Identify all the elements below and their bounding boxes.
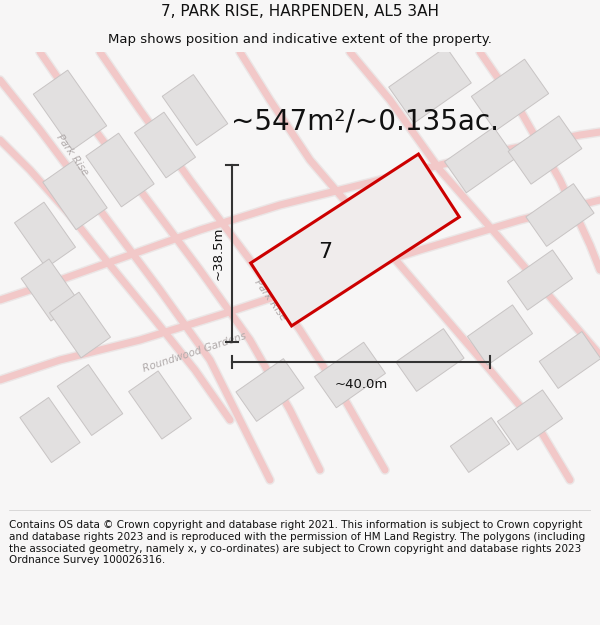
Polygon shape (134, 112, 196, 178)
Polygon shape (526, 184, 594, 246)
Text: Contains OS data © Crown copyright and database right 2021. This information is : Contains OS data © Crown copyright and d… (9, 521, 585, 565)
Text: Roundwood Gardens: Roundwood Gardens (142, 331, 248, 374)
Polygon shape (508, 250, 572, 310)
Polygon shape (472, 59, 548, 131)
Text: 7: 7 (318, 242, 332, 262)
Polygon shape (251, 154, 459, 326)
Text: ~547m²/~0.135ac.: ~547m²/~0.135ac. (231, 108, 499, 136)
Polygon shape (20, 398, 80, 462)
Polygon shape (445, 127, 515, 192)
Polygon shape (49, 292, 110, 358)
Text: Map shows position and indicative extent of the property.: Map shows position and indicative extent… (108, 32, 492, 46)
Text: Park Rise: Park Rise (54, 132, 90, 178)
Polygon shape (467, 305, 533, 365)
Polygon shape (21, 259, 79, 321)
Polygon shape (314, 342, 385, 408)
Polygon shape (14, 202, 76, 268)
Text: 7, PARK RISE, HARPENDEN, AL5 3AH: 7, PARK RISE, HARPENDEN, AL5 3AH (161, 4, 439, 19)
Text: ~38.5m: ~38.5m (212, 227, 224, 280)
Polygon shape (33, 70, 107, 150)
Polygon shape (128, 371, 191, 439)
Polygon shape (451, 418, 509, 472)
Polygon shape (162, 74, 228, 146)
Polygon shape (57, 364, 123, 436)
Polygon shape (86, 133, 154, 207)
Text: ~40.0m: ~40.0m (334, 378, 388, 391)
Text: Park Rise: Park Rise (252, 278, 288, 322)
Polygon shape (389, 47, 471, 123)
Polygon shape (236, 359, 304, 421)
Polygon shape (43, 161, 107, 229)
Polygon shape (508, 116, 582, 184)
Polygon shape (497, 390, 563, 450)
Polygon shape (396, 329, 464, 391)
Polygon shape (539, 332, 600, 388)
